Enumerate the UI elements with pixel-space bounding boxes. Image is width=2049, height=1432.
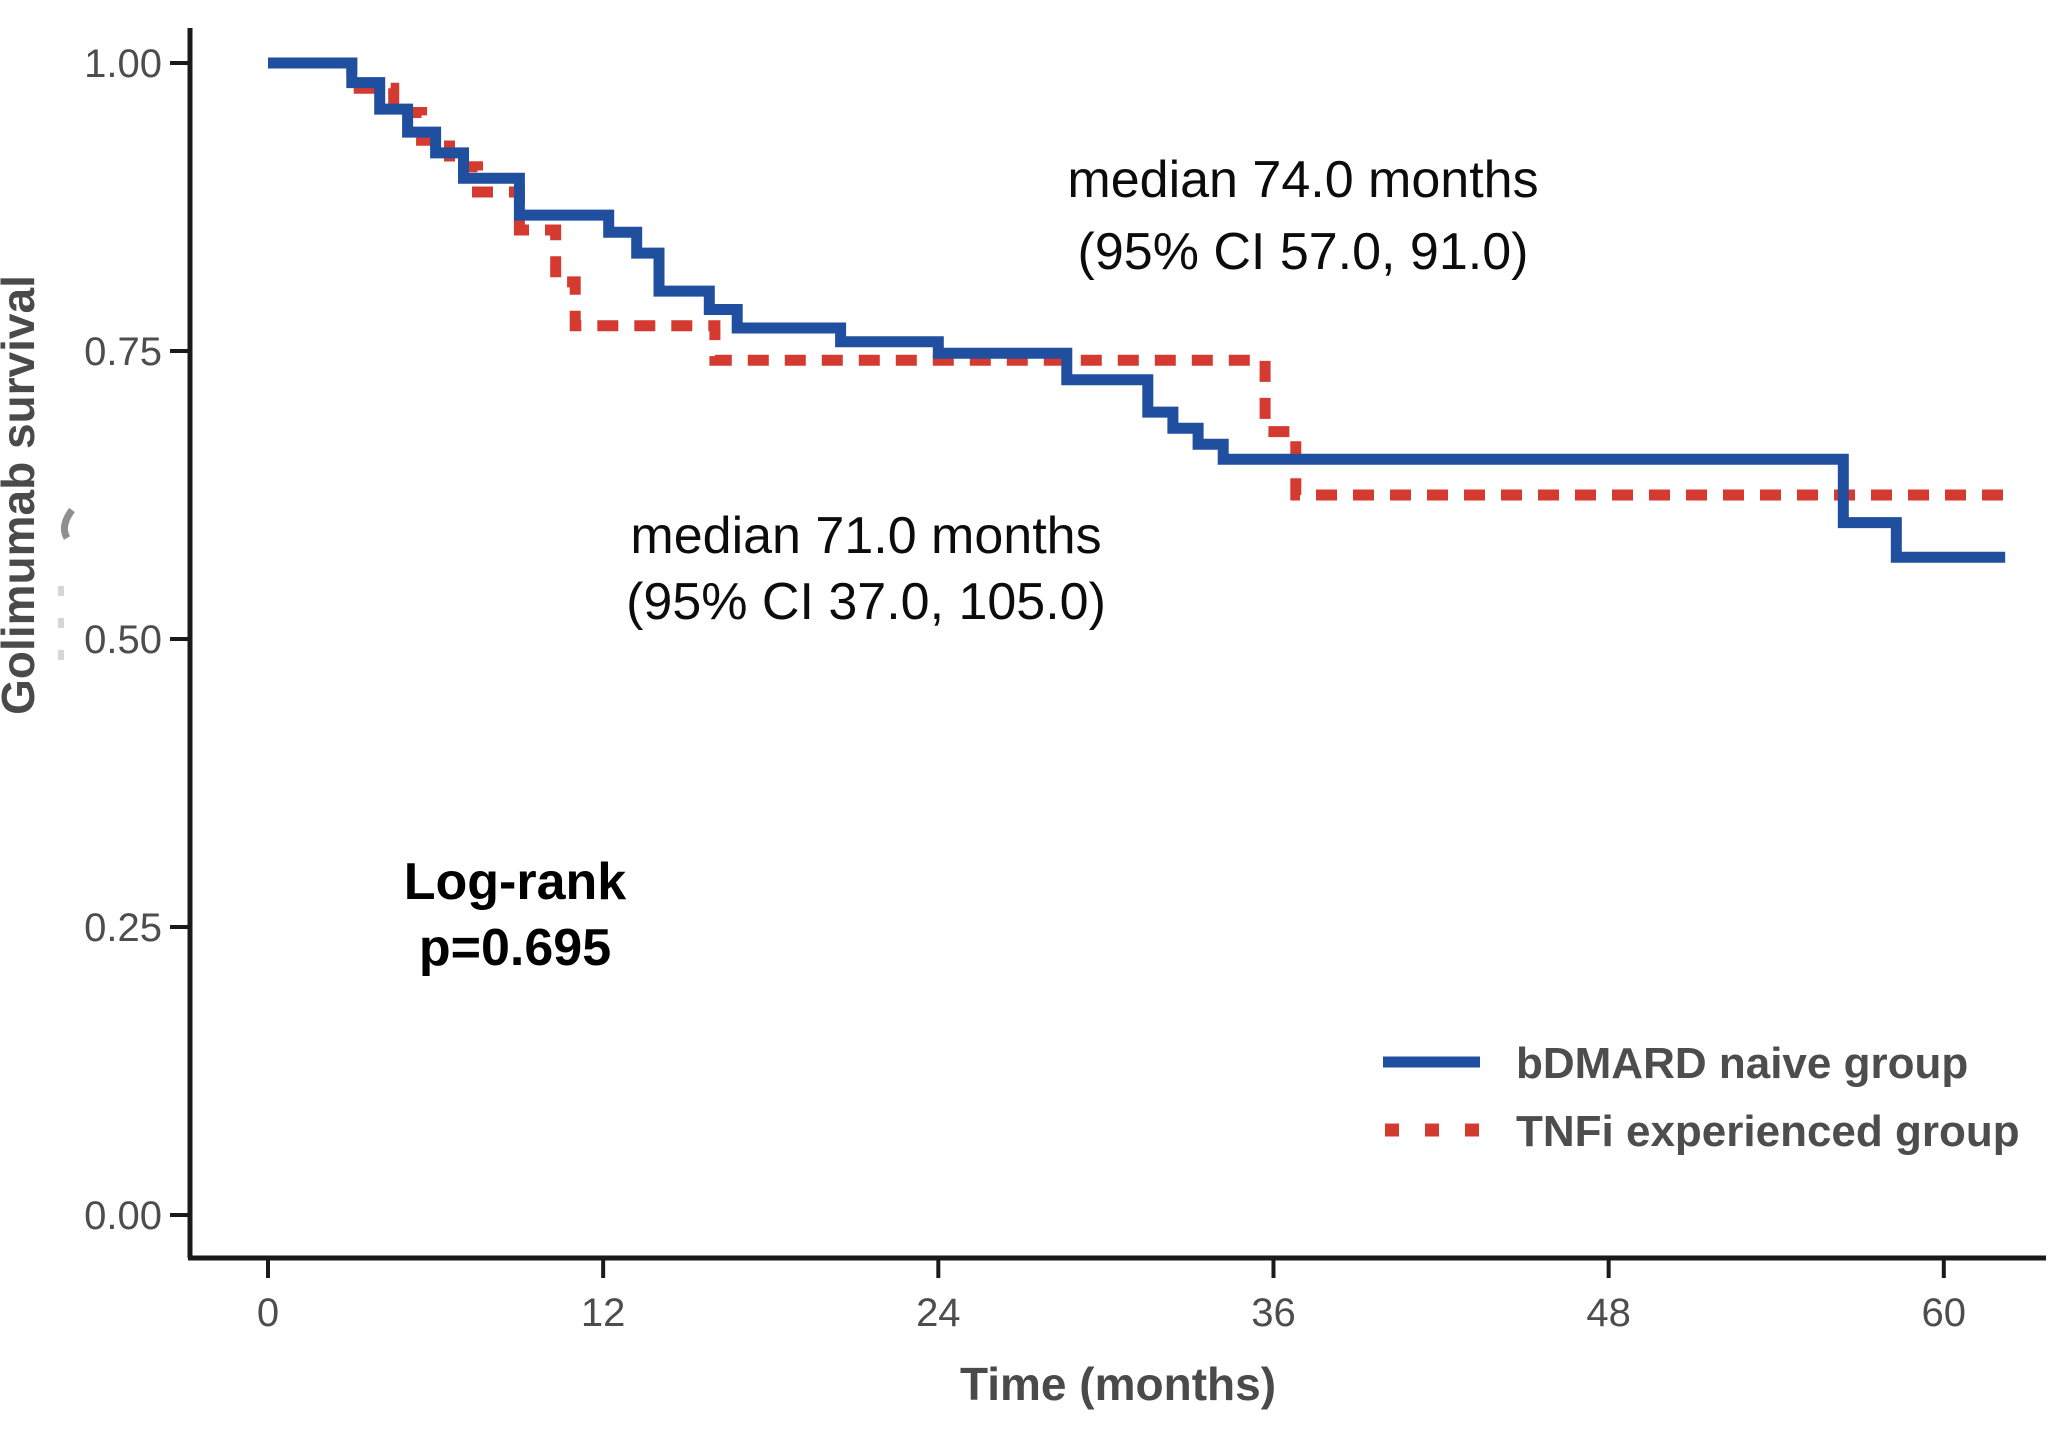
x-tick-label: 0 <box>257 1291 279 1335</box>
x-tick-label: 48 <box>1586 1291 1631 1335</box>
legend: bDMARD naive group TNFi experienced grou… <box>1383 1039 2020 1156</box>
km-curve-tnfi-experienced <box>268 57 2011 501</box>
logrank-annotation-line2: p=0.695 <box>419 919 611 977</box>
y-tick-label: 1.00 <box>84 42 162 86</box>
y-tick-label: 0.25 <box>84 906 162 950</box>
experienced-median-annotation-line1: median 71.0 months <box>630 507 1101 565</box>
y-axis-ticks: 0.00 0.25 0.50 0.75 1.00 <box>84 42 190 1238</box>
x-tick-label: 12 <box>581 1291 626 1335</box>
naive-median-annotation-line1: median 74.0 months <box>1067 151 1538 209</box>
y-tick-label: 0.50 <box>84 618 162 662</box>
legend-label-bdmard-naive: bDMARD naive group <box>1516 1039 1968 1088</box>
y-axis-title: Golimumab survival <box>0 275 44 715</box>
legend-label-tnfi-experienced: TNFi experienced group <box>1516 1107 2020 1156</box>
logrank-annotation-line1: Log-rank <box>404 853 627 911</box>
y-tick-label: 0.75 <box>84 330 162 374</box>
x-tick-label: 24 <box>916 1291 961 1335</box>
y-tick-label: 0.00 <box>84 1194 162 1238</box>
km-curve-bdmard-naive <box>268 57 2006 563</box>
x-tick-label: 36 <box>1251 1291 1296 1335</box>
artifact-marks <box>58 507 75 660</box>
naive-median-annotation-line2: (95% CI 57.0, 91.0) <box>1078 223 1529 281</box>
x-axis-title: Time (months) <box>960 1358 1276 1410</box>
x-tick-label: 60 <box>1922 1291 1967 1335</box>
experienced-median-annotation-line2: (95% CI 37.0, 105.0) <box>626 573 1106 631</box>
x-axis-ticks: 0 12 24 36 48 60 <box>257 1258 1966 1335</box>
